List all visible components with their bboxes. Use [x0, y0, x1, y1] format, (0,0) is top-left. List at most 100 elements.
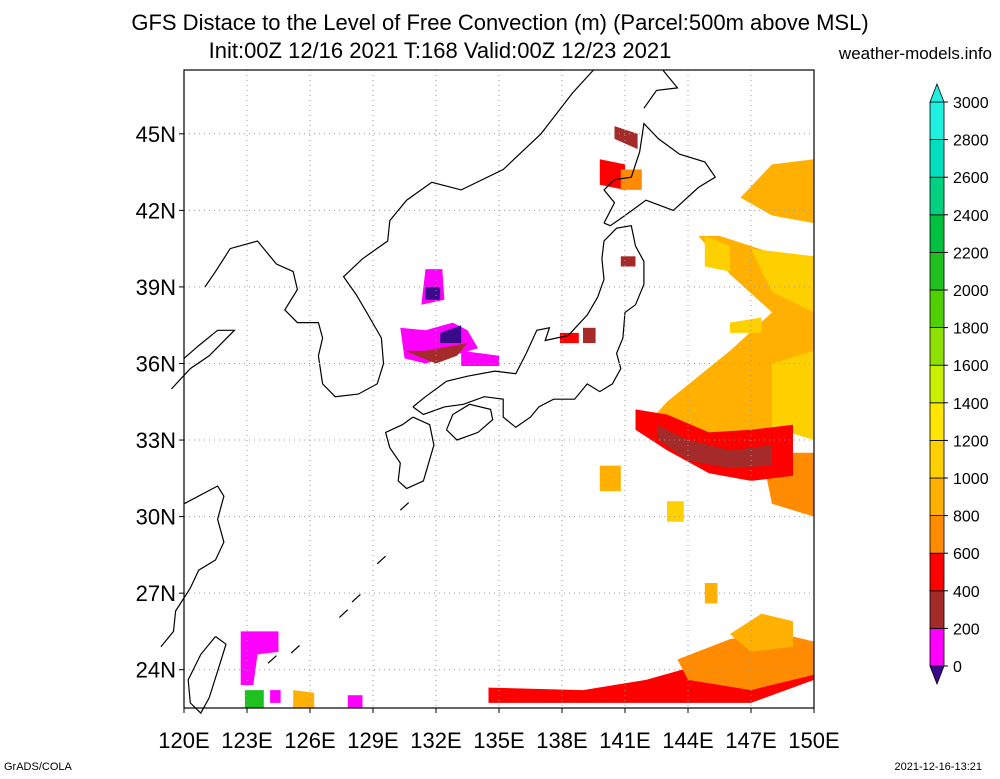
coastline — [412, 225, 645, 429]
colorbar-label: 800 — [953, 509, 980, 526]
colorbar-label: 2200 — [953, 245, 989, 262]
lfc-shaded-area — [772, 350, 814, 440]
lon-tick-label: 129E — [347, 728, 398, 753]
lfc-shaded-area — [404, 343, 468, 364]
colorbar: 0 200 400 600 800 1000 1200 1400 1600 1800 2000 220… — [929, 82, 989, 686]
lat-tick-label: 33N — [136, 428, 176, 453]
lfc-shaded-area — [425, 286, 441, 300]
lat-tick-label: 45N — [136, 122, 176, 147]
colorbar-segment — [929, 402, 945, 441]
footer-left: GrADS/COLA — [4, 761, 72, 773]
colorbar-segment — [929, 327, 945, 366]
colorbar-segment — [929, 439, 945, 479]
coastlines — [160, 69, 717, 715]
lfc-shaded-area — [583, 327, 596, 344]
coastline — [376, 555, 387, 565]
lfc-shaded-area — [461, 350, 499, 366]
coastline — [290, 645, 300, 654]
coastline — [603, 122, 717, 227]
lon-tick-label: 126E — [284, 728, 335, 753]
lfc-shaded-area — [559, 332, 579, 344]
coastline — [445, 403, 494, 441]
colorbar-label: 1400 — [953, 396, 989, 413]
lon-tick-labels: 120E 123E 126E 129E 132E 135E 138E 141E 144E 147E… — [158, 728, 839, 753]
colorbar-segment — [929, 477, 945, 516]
lfc-shaded-area — [270, 690, 281, 703]
lfc-shaded-area — [751, 248, 814, 313]
coastline — [351, 593, 361, 603]
lon-tick-label: 141E — [599, 728, 650, 753]
coastline — [643, 69, 679, 109]
lfc-shaded-area — [347, 695, 363, 708]
colorbar-segment — [929, 139, 945, 178]
lat-tick-label: 36N — [136, 351, 176, 376]
lfc-shaded-area — [293, 690, 315, 708]
colorbar-label: 3000 — [953, 95, 989, 112]
colorbar-label: 1800 — [953, 321, 989, 338]
coastline — [160, 485, 225, 648]
colorbar-label: 2000 — [953, 283, 989, 300]
colorbar-label: 2400 — [953, 208, 989, 225]
colorbar-label: 1600 — [953, 358, 989, 375]
colorbar-label: 0 — [953, 659, 962, 676]
colorbar-segment — [929, 289, 945, 328]
colorbar-label: 200 — [953, 621, 980, 638]
colorbar-label: 600 — [953, 546, 980, 563]
colorbar-segment — [929, 364, 945, 404]
coastline — [317, 69, 594, 398]
lfc-shaded-area — [704, 583, 718, 604]
lon-tick-label: 132E — [410, 728, 461, 753]
colorbar-segment — [929, 590, 945, 629]
lfc-shaded-area — [667, 501, 684, 522]
coastline — [338, 609, 349, 618]
coastline — [399, 502, 410, 511]
colorbar-label: 1000 — [953, 471, 989, 488]
lat-tick-label: 42N — [136, 198, 176, 223]
map-frame — [183, 69, 815, 709]
colorbar-label: 1200 — [953, 433, 989, 450]
coastline — [187, 636, 227, 715]
colorbar-min-arrow — [929, 665, 945, 686]
coastline — [170, 329, 236, 390]
footer-right: 2021-12-16-13:21 — [894, 761, 982, 773]
lfc-field — [240, 126, 814, 708]
lfc-shaded-area — [730, 317, 762, 333]
title-line1: GFS Distace to the Level of Free Convect… — [131, 10, 869, 35]
lfc-shaded-area — [730, 613, 793, 652]
lon-tick-label: 123E — [221, 728, 272, 753]
lon-tick-label: 135E — [473, 728, 524, 753]
lfc-shaded-area — [620, 169, 642, 190]
lat-tick-label: 24N — [136, 658, 176, 683]
colorbar-segment — [929, 628, 945, 667]
colorbar-segment — [929, 552, 945, 592]
coastline — [384, 416, 435, 490]
colorbar-segment — [929, 176, 945, 216]
coastline — [204, 240, 324, 339]
coastline — [267, 655, 277, 664]
lfc-shaded-area — [614, 126, 638, 150]
lat-tick-label: 30N — [136, 505, 176, 530]
colorbar-segment — [929, 214, 945, 253]
lon-tick-label: 150E — [788, 728, 839, 753]
lfc-shaded-area — [620, 256, 636, 267]
colorbar-max-arrow — [929, 82, 945, 103]
lfc-shaded-area — [599, 159, 625, 190]
colorbar-label: 2800 — [953, 133, 989, 150]
lat-tick-label: 39N — [136, 275, 176, 300]
lfc-shaded-area — [240, 631, 279, 685]
lon-tick-label: 138E — [536, 728, 587, 753]
lon-tick-label: 144E — [662, 728, 713, 753]
colorbar-segment — [929, 515, 945, 554]
colorbar-segment — [929, 101, 945, 140]
colorbar-label: 2600 — [953, 170, 989, 187]
lon-tick-label: 147E — [725, 728, 776, 753]
lat-tick-label: 27N — [136, 581, 176, 606]
lon-tick-label: 120E — [158, 728, 209, 753]
lfc-shaded-area — [244, 690, 264, 708]
lfc-shaded-area — [599, 465, 621, 492]
colorbar-segment — [929, 251, 945, 291]
lfc-shaded-area — [704, 235, 730, 272]
lat-tick-labels: 24N 27N 30N 33N 36N 39N 42N 45N — [136, 122, 176, 683]
colorbar-label: 400 — [953, 584, 980, 601]
